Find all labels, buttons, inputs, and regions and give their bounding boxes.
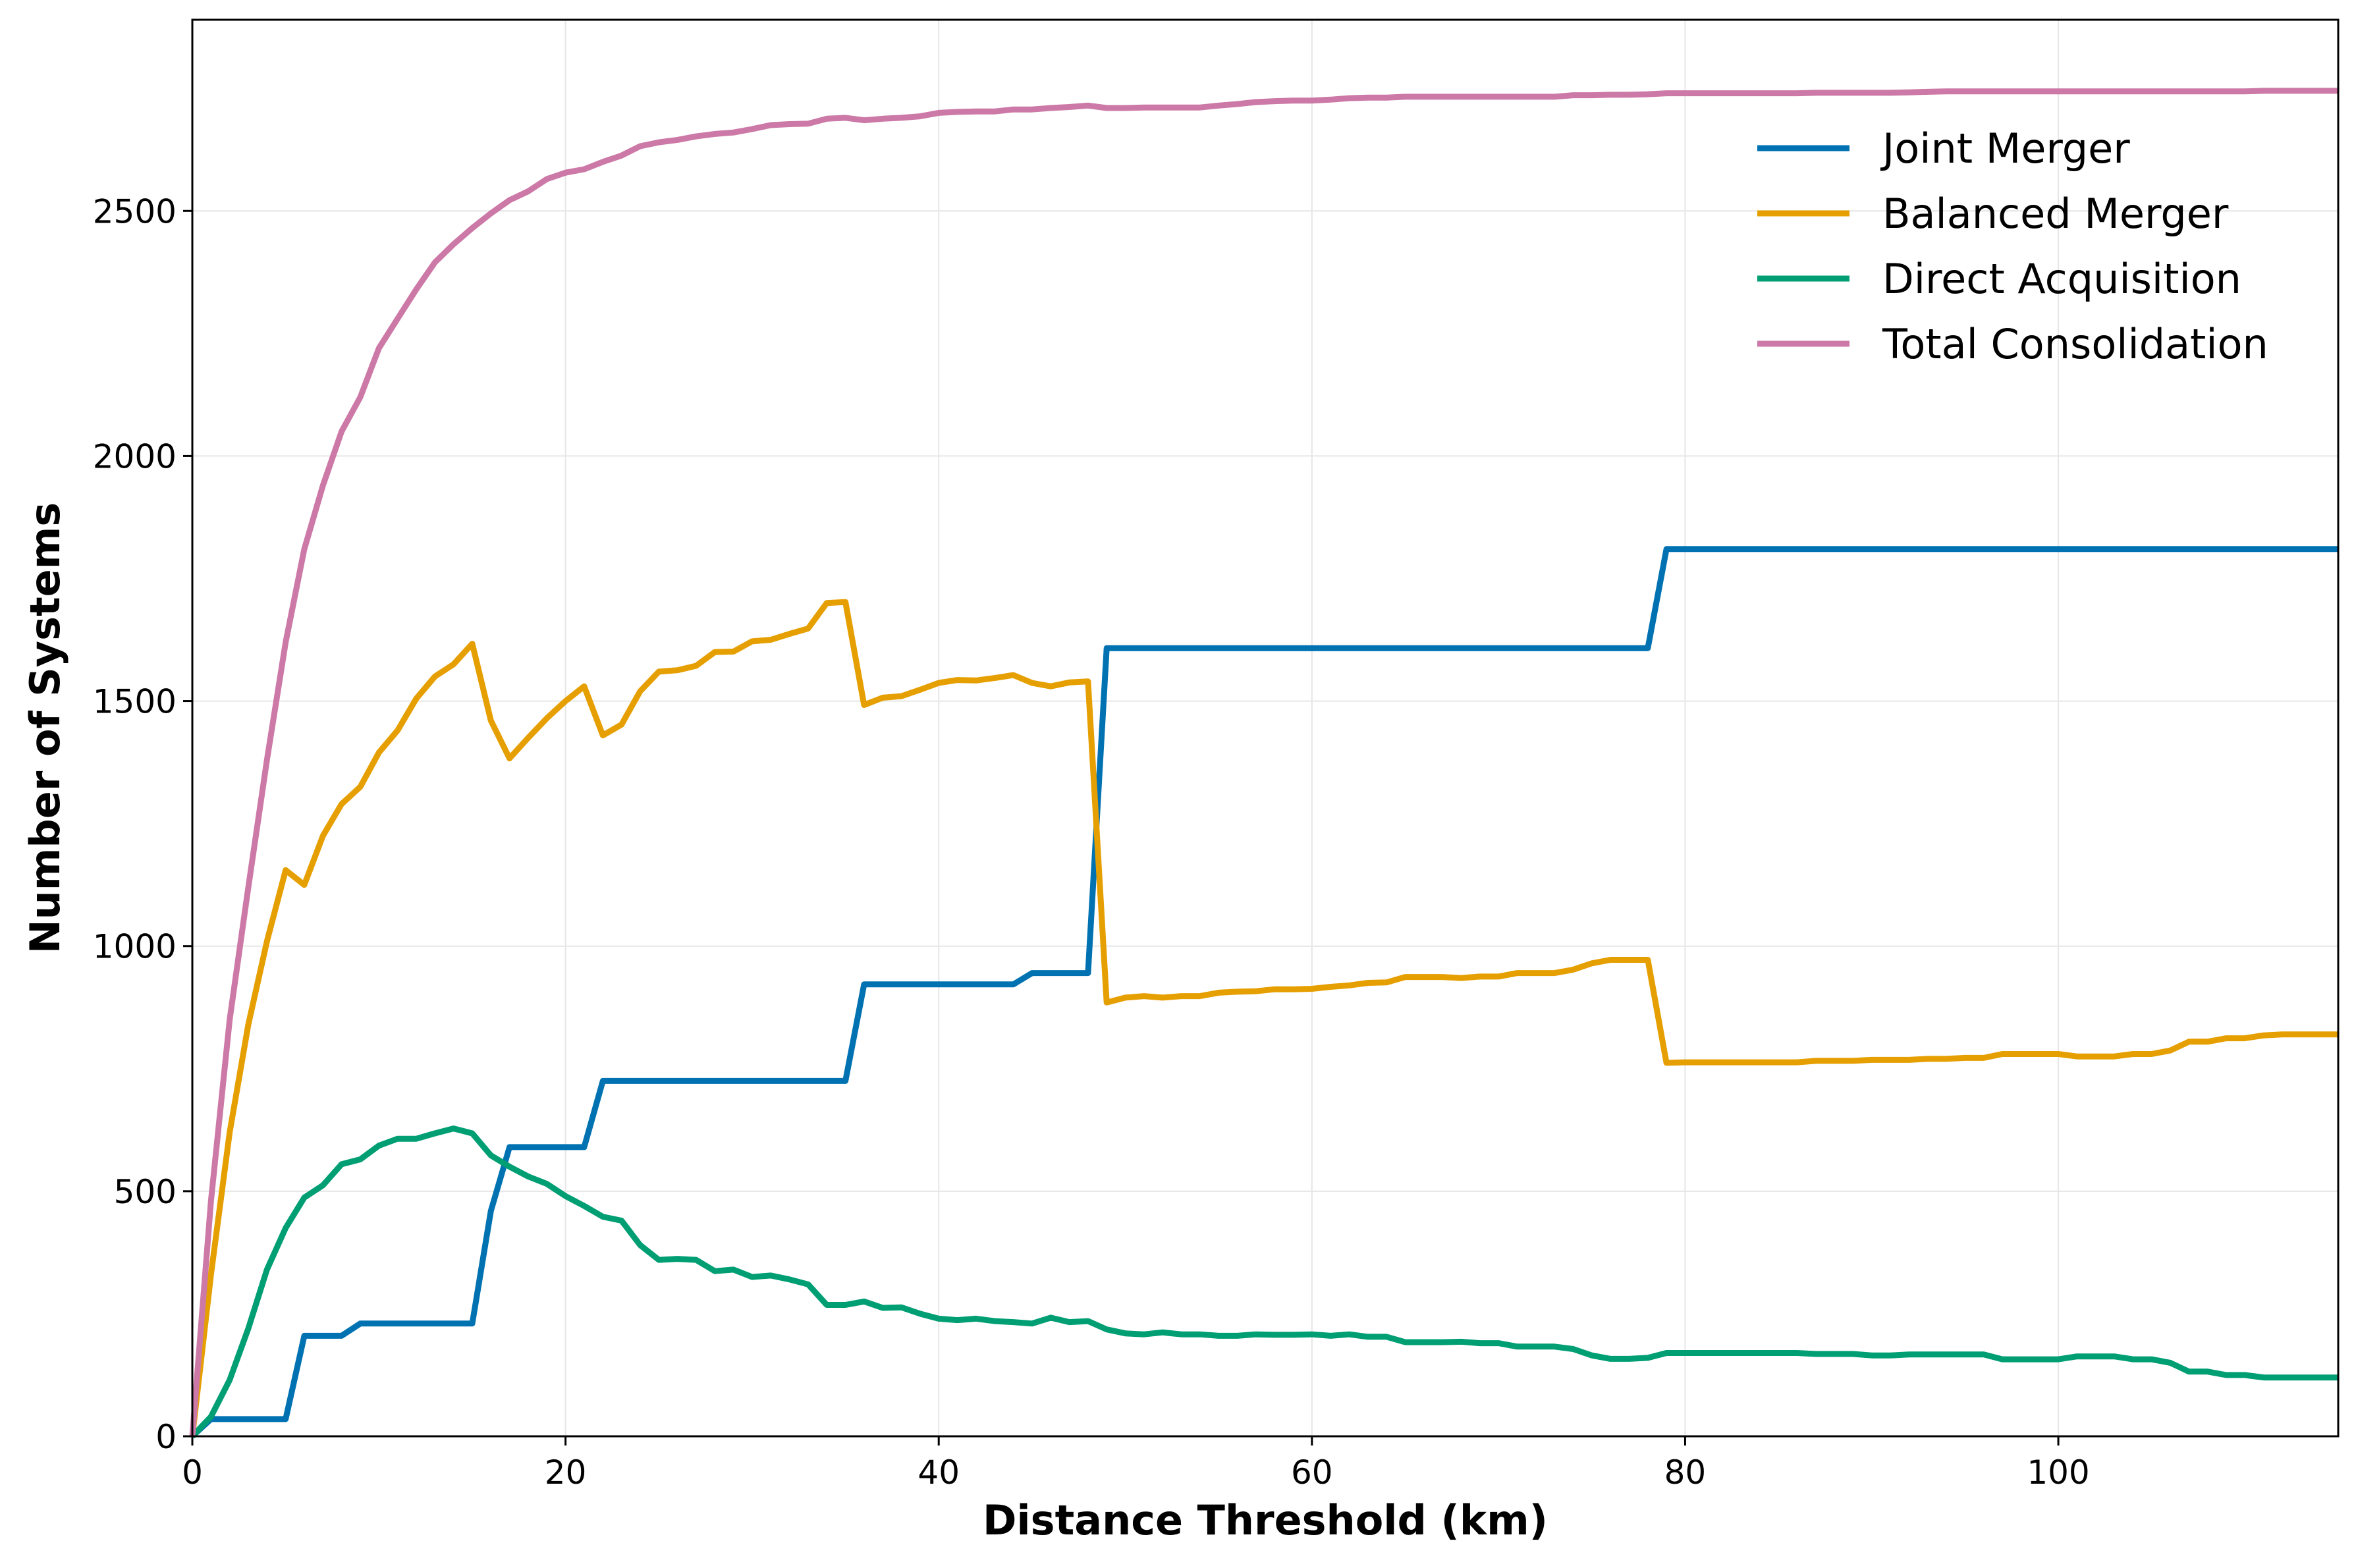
x-tick-label: 80 xyxy=(1664,1453,1707,1492)
y-tick-label: 1000 xyxy=(93,928,177,966)
legend-label-direct-acquisition: Direct Acquisition xyxy=(1882,255,2241,303)
y-tick-label: 1500 xyxy=(93,683,177,721)
y-tick-label: 2000 xyxy=(93,437,177,475)
legend-label-total-consolidation: Total Consolidation xyxy=(1882,320,2268,368)
series-lines xyxy=(189,88,2338,1439)
legend: Joint Merger Balanced Merger Direct Acquis… xyxy=(1757,124,2268,368)
series-line-joint-merger xyxy=(190,546,2338,1439)
series-line-balanced-merger xyxy=(189,599,2338,1437)
x-tick-label: 40 xyxy=(918,1453,960,1492)
x-axis-title: Distance Threshold (km) xyxy=(983,1496,1548,1544)
x-tick-label: 60 xyxy=(1291,1453,1333,1492)
x-tick-label: 20 xyxy=(545,1453,587,1492)
legend-label-joint-merger: Joint Merger xyxy=(1880,124,2130,173)
series-line-total-consolidation xyxy=(189,88,2338,1437)
y-tick-label: 0 xyxy=(155,1418,177,1456)
x-tick-label: 100 xyxy=(2027,1453,2089,1492)
legend-label-balanced-merger: Balanced Merger xyxy=(1882,190,2229,238)
x-tick-label: 0 xyxy=(182,1453,203,1492)
gridlines xyxy=(192,20,2338,1437)
y-tick-label: 500 xyxy=(114,1173,177,1211)
y-tick-label: 2500 xyxy=(93,192,177,230)
plot-frame xyxy=(191,18,2340,1438)
y-axis-title: Number of Systems xyxy=(21,502,69,954)
series-line-direct-acquisition xyxy=(190,1125,2338,1439)
